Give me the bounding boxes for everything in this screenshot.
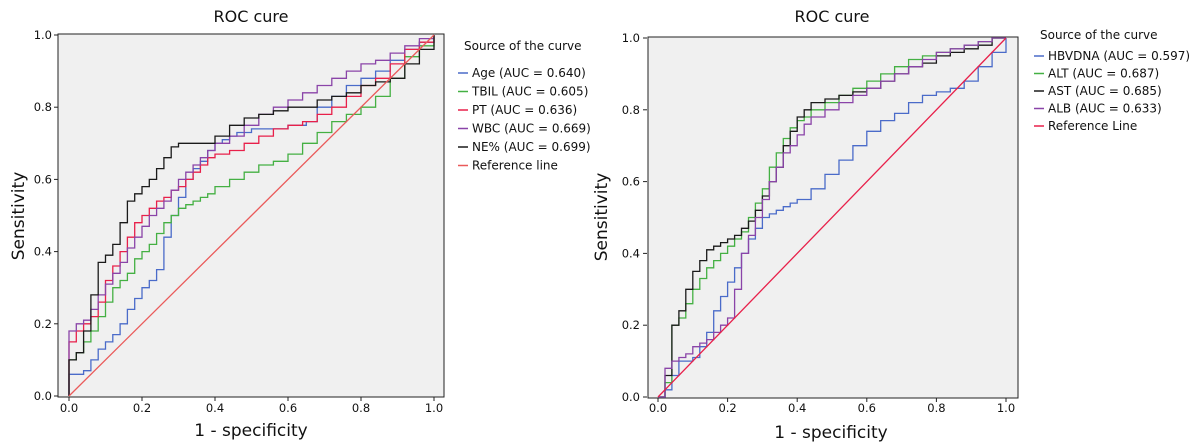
legend-label: NE% (AUC = 0.699) bbox=[472, 140, 591, 154]
left-legend-title: Source of the curve bbox=[464, 39, 582, 53]
legend-label: PT (AUC = 0.636) bbox=[472, 103, 577, 117]
legend-label: Reference line bbox=[472, 159, 558, 173]
y-tick-label: 0.0 bbox=[34, 389, 52, 403]
y-tick-label: 0.6 bbox=[622, 175, 640, 189]
right-legend: HBVDNA (AUC = 0.597) ALT (AUC = 0.687) AST… bbox=[1034, 49, 1190, 133]
right-axis-ticks: 0.0 0.2 0.4 0.6 0.8 1.0 0.0 0.2 0.4 0.6 0.8 1.0 bbox=[622, 31, 1015, 415]
roc-curve-2 bbox=[68, 35, 435, 396]
y-tick-label: 0.0 bbox=[622, 390, 640, 404]
x-tick-label: 0.2 bbox=[133, 401, 151, 415]
y-tick-label: 0.6 bbox=[34, 172, 52, 186]
right-y-axis-label: Sensitivity bbox=[592, 173, 612, 262]
left-roc-panel: ROC cure 1 - specificity Sensitivity 0.0… bbox=[9, 7, 591, 441]
x-tick-label: 0.0 bbox=[649, 401, 667, 415]
legend-label: ALB (AUC = 0.633) bbox=[1048, 102, 1162, 116]
left-legend: Age (AUC = 0.640) TBIL (AUC = 0.605) PT (A… bbox=[458, 66, 591, 173]
left-axis-ticks: 0.0 0.2 0.4 0.6 0.8 1.0 0.0 0.2 0.4 0.6 0.8 1.0 bbox=[34, 28, 443, 415]
legend-label: Age (AUC = 0.640) bbox=[472, 66, 586, 80]
x-tick-label: 0.8 bbox=[352, 401, 370, 415]
y-tick-label: 0.8 bbox=[622, 103, 640, 117]
legend-label: ALT (AUC = 0.687) bbox=[1048, 67, 1159, 81]
roc-curve-0 bbox=[658, 38, 1007, 398]
y-tick-label: 0.4 bbox=[622, 246, 640, 260]
roc-curve-4 bbox=[657, 37, 1007, 398]
y-tick-label: 0.2 bbox=[622, 318, 640, 332]
x-tick-label: 0.4 bbox=[206, 401, 224, 415]
x-tick-label: 0.2 bbox=[718, 401, 736, 415]
x-tick-label: 0.6 bbox=[858, 401, 876, 415]
y-tick-label: 1.0 bbox=[622, 31, 640, 45]
y-tick-label: 0.4 bbox=[34, 245, 52, 259]
roc-curve-3 bbox=[658, 37, 1006, 398]
right-roc-panel: ROC cure 1 - specificity Sensitivity 0.0… bbox=[592, 7, 1190, 443]
x-tick-label: 0.8 bbox=[927, 401, 945, 415]
roc-curve-3 bbox=[68, 35, 435, 396]
legend-label: HBVDNA (AUC = 0.597) bbox=[1048, 49, 1190, 63]
legend-label: TBIL (AUC = 0.605) bbox=[471, 85, 588, 99]
x-tick-label: 1.0 bbox=[997, 401, 1015, 415]
x-tick-label: 0.0 bbox=[60, 401, 78, 415]
legend-label: Reference Line bbox=[1048, 119, 1137, 133]
legend-label: AST (AUC = 0.685) bbox=[1048, 84, 1162, 98]
left-roc-curves bbox=[68, 34, 435, 397]
x-tick-label: 1.0 bbox=[425, 401, 443, 415]
x-tick-label: 0.4 bbox=[788, 401, 806, 415]
x-tick-label: 0.6 bbox=[279, 401, 297, 415]
left-chart-title: ROC cure bbox=[214, 7, 289, 26]
right-chart-title: ROC cure bbox=[795, 7, 870, 26]
right-legend-title: Source of the curve bbox=[1040, 28, 1158, 42]
left-y-axis-label: Sensitivity bbox=[9, 172, 29, 261]
left-x-axis-label: 1 - specificity bbox=[194, 421, 307, 441]
roc-curve-5 bbox=[68, 34, 435, 397]
roc-curve-1 bbox=[68, 35, 435, 396]
y-tick-label: 0.2 bbox=[34, 317, 52, 331]
right-x-axis-label: 1 - specificity bbox=[774, 423, 887, 443]
legend-label: WBC (AUC = 0.669) bbox=[472, 122, 591, 136]
y-tick-label: 1.0 bbox=[34, 28, 52, 42]
right-plot-area bbox=[647, 36, 1019, 399]
roc-curve-4 bbox=[68, 35, 435, 396]
y-tick-label: 0.8 bbox=[34, 100, 52, 114]
right-roc-curves bbox=[657, 37, 1007, 398]
